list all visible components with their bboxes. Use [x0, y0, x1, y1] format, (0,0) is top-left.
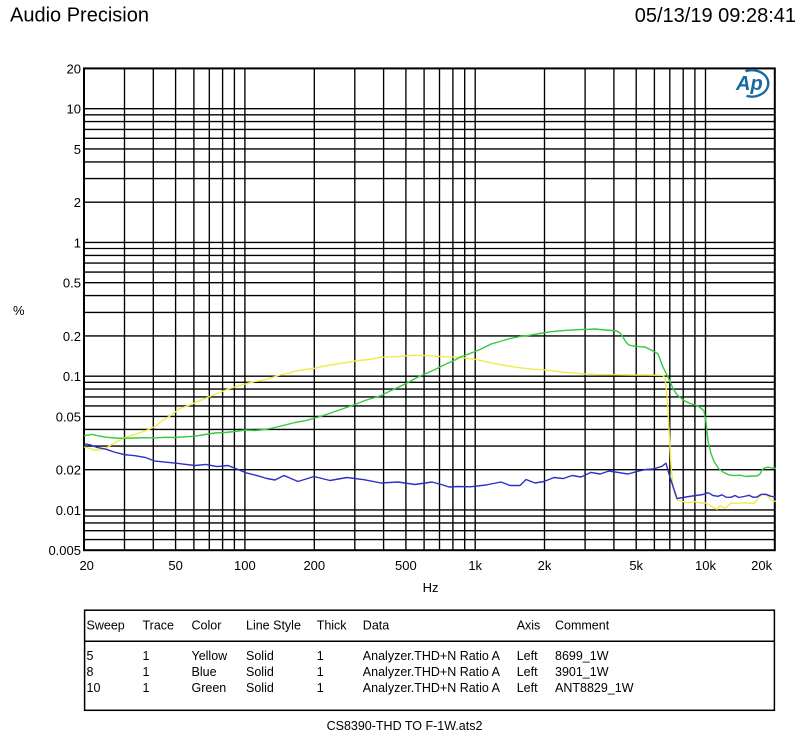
svg-text:Solid: Solid	[246, 681, 274, 695]
svg-text:0.02: 0.02	[56, 463, 81, 478]
svg-text:Left: Left	[517, 649, 538, 663]
svg-text:05/13/19 09:28:41: 05/13/19 09:28:41	[635, 5, 796, 27]
svg-text:%: %	[13, 303, 25, 318]
svg-text:1: 1	[317, 681, 324, 695]
svg-text:100: 100	[234, 558, 256, 573]
svg-text:1: 1	[143, 665, 150, 679]
svg-text:5: 5	[87, 649, 94, 663]
svg-text:500: 500	[395, 558, 417, 573]
svg-text:Yellow: Yellow	[192, 649, 229, 663]
svg-text:Solid: Solid	[246, 665, 274, 679]
svg-text:20: 20	[79, 558, 93, 573]
svg-text:Green: Green	[192, 681, 227, 695]
svg-text:5: 5	[74, 142, 81, 157]
svg-text:200: 200	[303, 558, 325, 573]
svg-text:0.1: 0.1	[63, 369, 81, 384]
svg-text:CS8390-THD TO F-1W.ats2: CS8390-THD TO F-1W.ats2	[327, 719, 483, 733]
svg-text:Line Style: Line Style	[246, 619, 301, 633]
svg-text:Left: Left	[517, 665, 538, 679]
svg-text:0.01: 0.01	[56, 503, 81, 518]
svg-text:Data: Data	[363, 619, 389, 633]
svg-text:Blue: Blue	[192, 665, 217, 679]
svg-text:Audio Precision: Audio Precision	[10, 5, 149, 27]
svg-text:Hz: Hz	[423, 580, 439, 595]
svg-text:0.005: 0.005	[48, 543, 81, 558]
svg-text:Sweep: Sweep	[87, 619, 125, 633]
svg-text:2: 2	[74, 195, 81, 210]
svg-text:8699_1W: 8699_1W	[555, 649, 609, 663]
svg-text:0.2: 0.2	[63, 329, 81, 344]
svg-text:Ap: Ap	[735, 73, 763, 95]
svg-text:0.5: 0.5	[63, 276, 81, 291]
svg-text:10: 10	[67, 102, 81, 117]
svg-text:3901_1W: 3901_1W	[555, 665, 609, 679]
svg-text:Thick: Thick	[317, 619, 348, 633]
svg-text:5k: 5k	[629, 558, 643, 573]
svg-text:10k: 10k	[695, 558, 716, 573]
svg-text:Analyzer.THD+N Ratio A: Analyzer.THD+N Ratio A	[363, 681, 501, 695]
svg-text:Axis: Axis	[517, 619, 541, 633]
svg-text:20k: 20k	[751, 558, 772, 573]
svg-text:Comment: Comment	[555, 619, 610, 633]
svg-text:10: 10	[87, 681, 101, 695]
svg-text:50: 50	[168, 558, 182, 573]
svg-text:Left: Left	[517, 681, 538, 695]
svg-text:20: 20	[67, 61, 81, 76]
svg-text:Color: Color	[192, 619, 222, 633]
svg-text:Solid: Solid	[246, 649, 274, 663]
svg-text:Analyzer.THD+N Ratio A: Analyzer.THD+N Ratio A	[363, 665, 501, 679]
svg-text:2k: 2k	[538, 558, 552, 573]
svg-text:1: 1	[74, 235, 81, 250]
svg-text:1: 1	[143, 681, 150, 695]
svg-text:Trace: Trace	[143, 619, 175, 633]
svg-text:1k: 1k	[468, 558, 482, 573]
svg-text:1: 1	[317, 649, 324, 663]
svg-text:Analyzer.THD+N Ratio A: Analyzer.THD+N Ratio A	[363, 649, 501, 663]
svg-text:1: 1	[143, 649, 150, 663]
svg-text:1: 1	[317, 665, 324, 679]
svg-text:8: 8	[87, 665, 94, 679]
svg-text:0.05: 0.05	[56, 409, 81, 424]
svg-text:ANT8829_1W: ANT8829_1W	[555, 681, 634, 695]
